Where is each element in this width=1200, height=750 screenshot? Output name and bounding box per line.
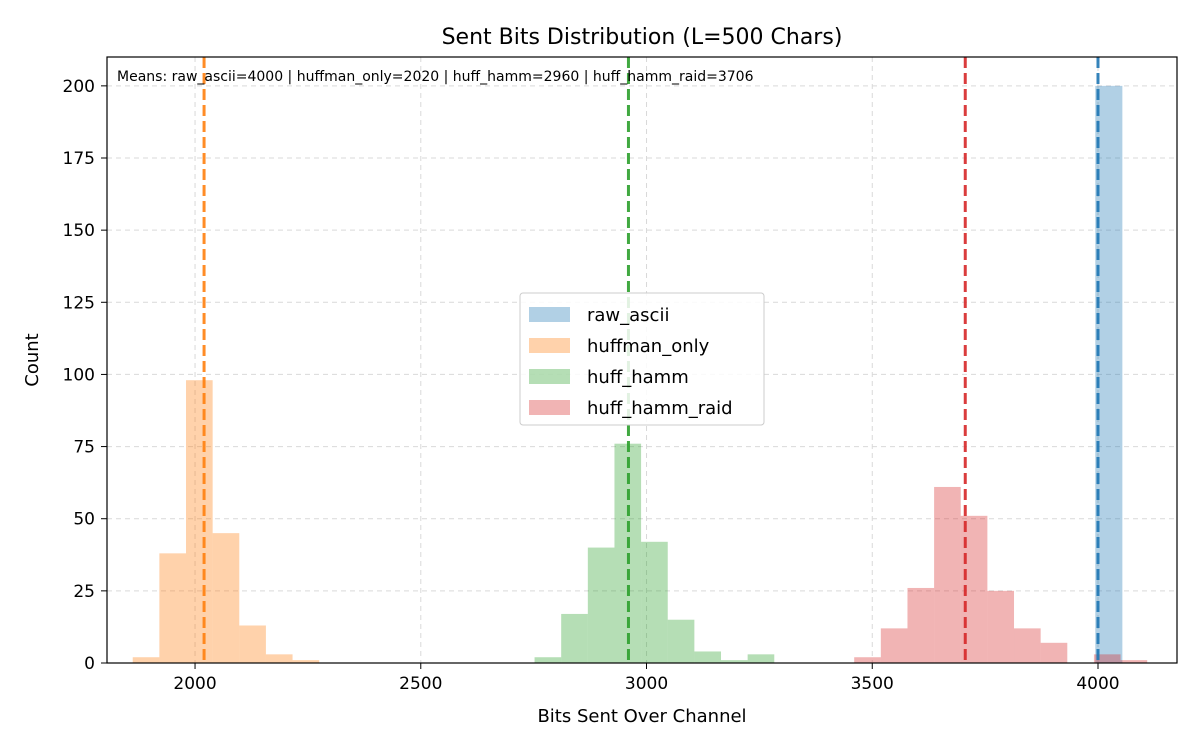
y-tick-label: 25: [73, 582, 95, 602]
bar-huff_hamm_raid: [934, 486, 961, 663]
legend-box: [519, 292, 765, 426]
bar-huff_hamm_raid: [1120, 660, 1148, 663]
x-tick-label: 2500: [399, 674, 442, 694]
bar-huffman_only: [186, 380, 213, 663]
x-tick-label: 4000: [1076, 674, 1119, 694]
legend-label-huffman_only: huffman_only: [587, 336, 710, 357]
bar-huff_hamm: [534, 657, 562, 663]
bar-huff_hamm_raid: [1014, 628, 1041, 663]
bar-huff_hamm: [667, 619, 695, 663]
bar-huff_hamm: [641, 541, 668, 663]
chart-title: Sent Bits Distribution (L=500 Chars): [442, 25, 843, 50]
x-tick-label: 3500: [851, 674, 894, 694]
bar-huff_hamm: [561, 613, 588, 663]
bar-huff_hamm_raid: [854, 657, 881, 663]
bar-huff_hamm: [747, 654, 775, 663]
bar-huff_hamm_raid: [1093, 654, 1121, 663]
legend-label-huff_hamm_raid: huff_hamm_raid: [587, 398, 733, 419]
bar-huffman_only: [212, 533, 240, 663]
legend-swatch-huffman_only: [529, 338, 570, 353]
bar-huffman_only: [292, 660, 320, 663]
legend-swatch-huff_hamm_raid: [529, 400, 570, 415]
plot-frame: [106, 56, 1178, 664]
y-tick-label: 200: [63, 77, 95, 97]
bar-huff_hamm_raid: [1040, 642, 1068, 663]
y-axis-label: Count: [22, 333, 43, 386]
y-tick-label: 150: [63, 221, 95, 241]
y-tick-label: 75: [73, 438, 95, 458]
bar-huff_hamm: [721, 660, 748, 663]
legend-swatch-raw_ascii: [529, 307, 570, 322]
y-tick-label: 100: [63, 365, 95, 385]
bar-huff_hamm_raid: [880, 628, 908, 663]
x-axis-label: Bits Sent Over Channel: [537, 706, 746, 727]
x-tick-label: 2000: [173, 674, 216, 694]
mean-lines: [202, 57, 1100, 663]
bar-huffman_only: [132, 657, 160, 663]
legend-label-raw_ascii: raw_ascii: [587, 305, 669, 326]
bars: [132, 85, 1148, 664]
y-tick-label: 50: [73, 510, 95, 530]
bar-huff_hamm_raid: [987, 590, 1015, 663]
means-annotation: Means: raw_ascii=4000 | huffman_only=202…: [117, 69, 754, 85]
legend-label-huff_hamm: huff_hamm: [587, 367, 689, 388]
bar-huffman_only: [265, 654, 293, 663]
bar-huff_hamm_raid: [907, 587, 935, 663]
y-tick-label: 125: [63, 293, 95, 313]
bar-huffman_only: [159, 553, 187, 663]
y-tick-label: 175: [63, 149, 95, 169]
legend: raw_ascii huffman_only huff_hamm huff_hamm_…: [519, 292, 765, 426]
bar-raw_ascii: [1095, 85, 1123, 664]
bar-huff_hamm: [694, 651, 722, 663]
x-tick-label: 3000: [625, 674, 668, 694]
bar-huffman_only: [239, 625, 266, 663]
y-tick-label: 0: [84, 654, 95, 674]
bar-huff_hamm: [587, 547, 615, 663]
axis-ticks: 2000 2500 3000 3500 4000 0 25 50 75 100 125 150 175 2…: [63, 77, 1120, 694]
legend-swatch-huff_hamm: [529, 369, 570, 384]
